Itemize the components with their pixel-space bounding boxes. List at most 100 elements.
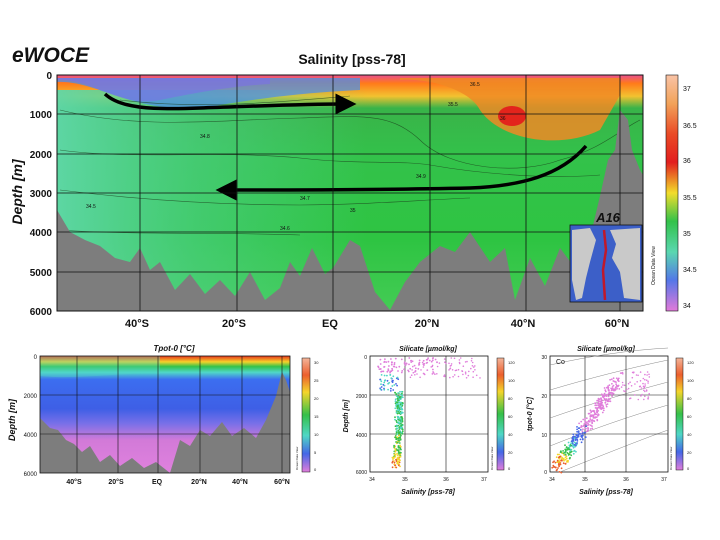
- scatter-point: [380, 370, 382, 373]
- scatter-point: [594, 402, 596, 404]
- scatter-point: [612, 389, 615, 392]
- scatter-point: [398, 401, 401, 404]
- scatter-point: [470, 367, 472, 370]
- scatter-point: [590, 414, 592, 417]
- scatter-point: [396, 427, 399, 430]
- scatter-point: [411, 369, 413, 371]
- scatter-point: [598, 399, 600, 401]
- scatter-point: [398, 447, 400, 449]
- scatter-point: [564, 452, 566, 454]
- colorbar-tick: 100: [687, 378, 694, 383]
- scatter-point: [571, 437, 574, 440]
- scatter-point: [597, 413, 599, 416]
- scatter-point: [394, 357, 397, 360]
- scatter-point: [394, 450, 397, 453]
- scatter-point: [397, 378, 400, 381]
- scatter-point: [581, 432, 584, 434]
- scatter-point: [609, 400, 612, 403]
- scatter1-ytick: 4000: [356, 433, 367, 439]
- scatter-point: [611, 387, 614, 390]
- scatter1-xtick: 34: [369, 477, 375, 483]
- scatter-point: [388, 381, 391, 384]
- scatter-point: [391, 367, 393, 370]
- scatter-point: [643, 387, 646, 389]
- scatter-point: [575, 450, 577, 453]
- temperature-xtick: 20°S: [108, 478, 124, 486]
- scatter-point: [644, 385, 646, 387]
- scatter-point: [387, 368, 390, 371]
- scatter-point: [642, 385, 645, 388]
- scatter-point: [621, 371, 624, 374]
- scatter-point: [400, 371, 403, 374]
- contour-label: 34.5: [86, 204, 96, 210]
- scatter-point: [642, 377, 645, 380]
- scatter-point: [565, 455, 568, 458]
- scatter-point: [573, 437, 576, 439]
- scatter-point: [380, 386, 383, 388]
- scatter-point: [395, 366, 398, 369]
- scatter-point: [391, 466, 394, 469]
- scatter-point: [648, 376, 651, 378]
- scatter-point: [418, 359, 421, 362]
- scatter-point: [438, 362, 441, 364]
- scatter-point: [639, 371, 642, 373]
- scatter-point: [394, 453, 396, 456]
- scatter-point: [401, 394, 403, 397]
- scatter2-ytick: 20: [541, 394, 547, 400]
- scatter2-gridlines: [550, 356, 668, 472]
- scatter-point: [401, 430, 404, 433]
- scatter-point: [603, 387, 606, 389]
- scatter-point: [559, 463, 562, 466]
- colorbar-tick: 34: [683, 303, 691, 310]
- scatter-point: [450, 363, 453, 365]
- scatter-point: [412, 365, 414, 368]
- temperature-colorbar: [301, 357, 311, 473]
- scatter-point: [581, 430, 584, 433]
- scatter-point: [645, 379, 648, 382]
- salinity-max-core: [498, 106, 526, 126]
- scatter-point: [457, 375, 460, 378]
- scatter-point: [593, 411, 596, 414]
- scatter-point: [585, 425, 588, 428]
- scatter2-frame: [549, 355, 669, 473]
- scatter-point: [398, 398, 401, 401]
- scatter-point: [580, 425, 583, 427]
- scatter-point: [564, 462, 567, 465]
- scatter-point: [582, 418, 585, 421]
- inset-section-label: A16: [595, 210, 621, 225]
- colorbar-tick: 35: [683, 231, 691, 238]
- scatter-point: [396, 425, 398, 428]
- temperature-ytick: 2000: [24, 394, 38, 400]
- scatter-point: [604, 402, 607, 404]
- scatter-point: [394, 448, 397, 451]
- scatter-point: [578, 432, 581, 435]
- scatter-point: [397, 392, 400, 394]
- scatter-point: [587, 429, 589, 432]
- scatter-point: [573, 443, 576, 446]
- scatter-point: [431, 364, 434, 367]
- colorbar-tick: 100: [508, 378, 515, 383]
- scatter-point: [395, 419, 398, 422]
- scatter-point: [471, 361, 474, 364]
- scatter-point: [602, 409, 605, 412]
- scatter-point: [430, 360, 433, 363]
- scatter-point: [472, 370, 475, 373]
- scatter-point: [622, 373, 624, 375]
- contour-label: 35.5: [448, 102, 458, 108]
- scatter-point: [399, 395, 402, 398]
- scatter-point: [605, 404, 608, 406]
- scatter-point: [584, 436, 587, 438]
- scatter-point: [627, 387, 630, 390]
- scatter-point: [401, 420, 404, 423]
- scatter-point: [601, 404, 603, 406]
- scatter-point: [399, 455, 402, 458]
- temperature-gridlines: [40, 356, 290, 473]
- scatter2-xtick: 34: [549, 477, 555, 483]
- scatter1-gridlines: [370, 356, 488, 472]
- salinity-xtick: 40°S: [125, 318, 149, 330]
- scatter1-xtick: 35: [402, 477, 408, 483]
- scatter-point: [396, 376, 399, 379]
- scatter-point: [584, 421, 587, 424]
- scatter-point: [601, 411, 604, 414]
- scatter-point: [576, 438, 579, 441]
